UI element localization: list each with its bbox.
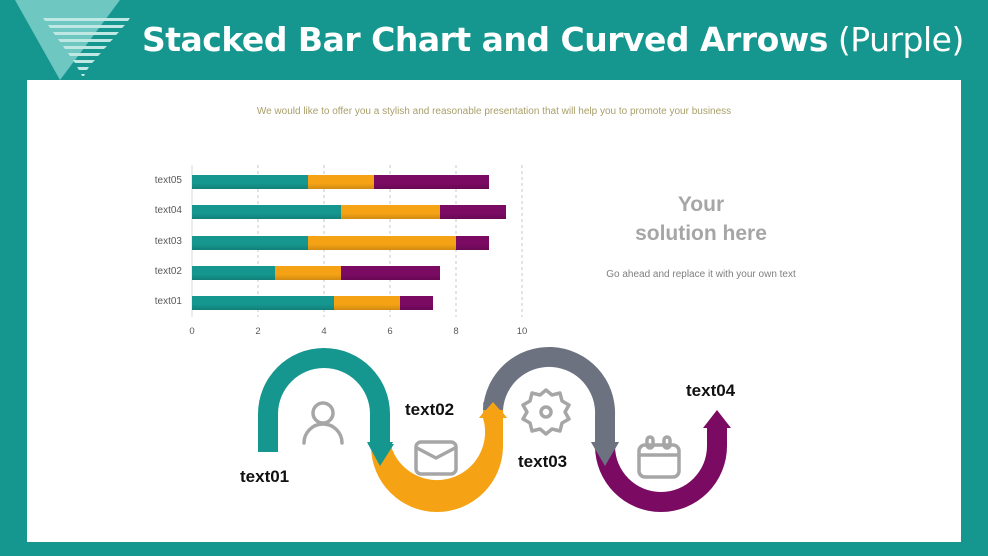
bar-row [192, 296, 433, 310]
chart-grid [191, 165, 523, 317]
side-title-line2: solution here [635, 222, 767, 245]
x-tick-label: 8 [453, 326, 459, 337]
title-main: Stacked Bar Chart and Curved Arrows [142, 20, 828, 59]
bar-segment [340, 205, 440, 219]
x-tick-label: 6 [387, 326, 393, 337]
x-tick-label: 4 [321, 326, 327, 337]
step-label-3: text03 [518, 452, 568, 471]
curved-arrows-flow [258, 346, 731, 512]
bar-segment [307, 175, 374, 189]
step-label-1: text01 [240, 467, 290, 486]
bar-segment [192, 266, 275, 280]
arrow-step-4 [591, 410, 731, 512]
calendar-icon [637, 435, 681, 479]
bar-segment [274, 266, 341, 280]
bar-segment [192, 175, 308, 189]
side-text: Go ahead and replace it with your own te… [606, 269, 796, 280]
bar-segment [456, 236, 489, 250]
bar-segment [399, 296, 433, 310]
x-tick-label: 10 [516, 326, 528, 337]
side-title-line1: Your [677, 193, 725, 216]
page-title: Stacked Bar Chart and Curved Arrows (Pur… [142, 20, 964, 59]
bar-segment [340, 266, 440, 280]
y-category-label: text02 [154, 266, 182, 277]
y-category-label: text03 [154, 236, 182, 247]
step-label-2: text02 [405, 400, 455, 419]
y-category-label: text04 [154, 205, 182, 216]
bar-segment [192, 296, 334, 310]
title-suffix: (Purple) [827, 20, 964, 59]
bar-row [192, 175, 489, 189]
content-panel: We would like to offer you a stylish and… [27, 80, 961, 542]
gear-icon [521, 388, 571, 436]
side-title: Your solution here [607, 190, 795, 248]
user-icon [302, 401, 344, 445]
x-tick-label: 2 [255, 326, 261, 337]
y-category-label: text05 [154, 175, 182, 186]
x-tick-label: 0 [189, 326, 195, 337]
y-category-label: text01 [154, 296, 182, 307]
bar-row [192, 236, 489, 250]
bar-row [192, 266, 440, 280]
step-label-4: text04 [686, 381, 736, 400]
bar-segment [439, 205, 506, 219]
bar-row [192, 205, 506, 219]
bar-segment [333, 296, 400, 310]
bar-segment [192, 236, 308, 250]
subtitle: We would like to offer you a stylish and… [256, 106, 732, 117]
mail-icon [414, 440, 458, 476]
bar-segment [373, 175, 489, 189]
logo-triangle-icon [15, 0, 130, 80]
bar-segment [307, 236, 456, 250]
bar-segment [192, 205, 341, 219]
